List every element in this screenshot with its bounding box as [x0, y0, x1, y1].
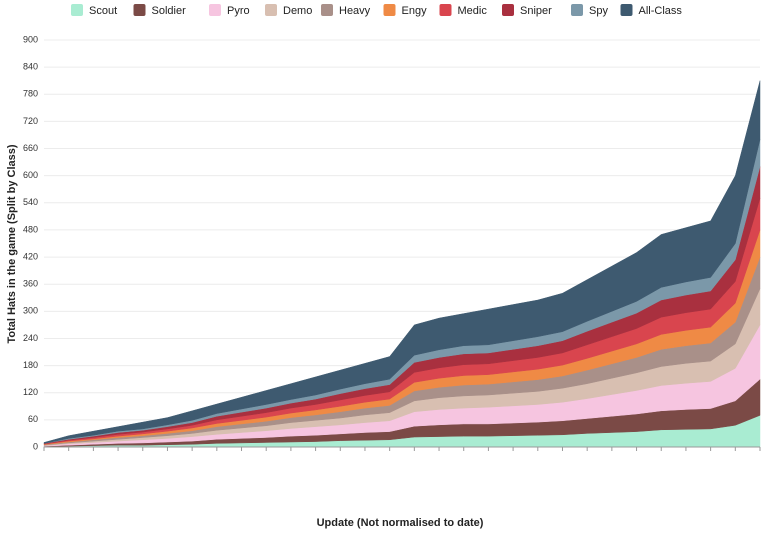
y-tick-label: 180: [23, 360, 38, 370]
legend-swatch: [620, 4, 633, 16]
legend-label: Heavy: [339, 5, 371, 17]
y-tick-label: 540: [23, 197, 38, 207]
y-tick-label: 900: [23, 34, 38, 44]
y-tick-label: 840: [23, 62, 38, 72]
legend-swatch: [71, 4, 83, 16]
y-tick-label: 780: [23, 89, 38, 99]
legend-swatch: [383, 4, 396, 16]
y-tick-label: 300: [23, 306, 38, 316]
legend-label: All-Class: [639, 5, 683, 17]
legend-label: Engy: [402, 5, 428, 17]
y-tick-label: 600: [23, 170, 38, 180]
legend-label: Spy: [589, 5, 608, 17]
legend-swatch: [321, 4, 333, 16]
legend-label: Medic: [458, 5, 488, 17]
area: [43, 80, 761, 444]
y-tick-label: 360: [23, 279, 38, 289]
legend-swatch: [265, 4, 277, 16]
legend-label: Sniper: [520, 5, 552, 17]
legend-swatch: [209, 4, 221, 16]
legend-swatch: [133, 4, 146, 16]
y-tick-label: 0: [33, 441, 38, 451]
legend-label: Pyro: [227, 5, 250, 17]
legend-label: Scout: [89, 5, 117, 17]
y-tick-label: 660: [23, 143, 38, 153]
legend-swatch: [439, 4, 452, 16]
legend-swatch: [502, 4, 514, 16]
x-axis-title: Update (Not normalised to date): [317, 517, 484, 529]
y-tick-label: 420: [23, 251, 38, 261]
legend-swatch: [571, 4, 583, 16]
y-tick-label: 60: [28, 414, 38, 424]
legend-label: Demo: [283, 5, 312, 17]
y-tick-label: 120: [23, 387, 38, 397]
y-tick-label: 240: [23, 333, 38, 343]
y-tick-label: 480: [23, 224, 38, 234]
y-tick-label: 720: [23, 116, 38, 126]
y-axis-title: Total Hats in the game (Split by Class): [6, 144, 18, 343]
legend-label: Soldier: [152, 5, 187, 17]
